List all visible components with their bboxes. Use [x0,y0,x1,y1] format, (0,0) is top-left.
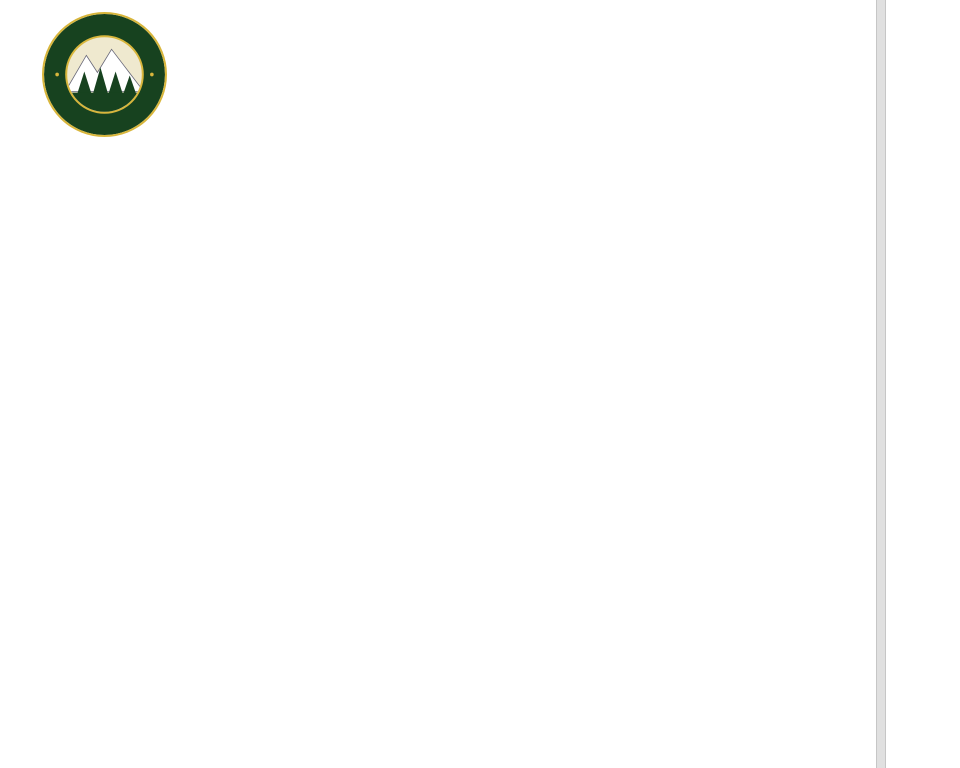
odf-logo-seal [42,12,167,137]
scrollbar-track[interactable] [876,0,886,768]
logo-dot-right [150,72,154,77]
logo-trees [77,67,137,96]
odf-logo [41,11,168,138]
logo-dot-left [55,72,59,77]
logo-outer-border [42,12,167,137]
